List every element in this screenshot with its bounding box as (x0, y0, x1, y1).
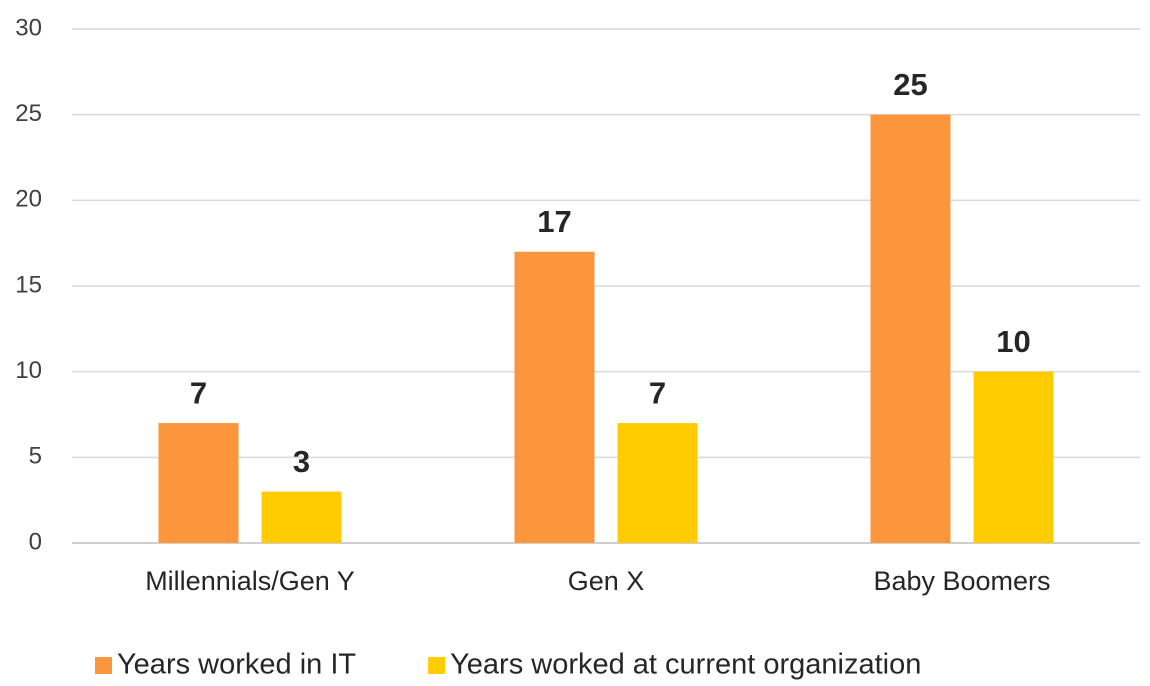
bar (158, 423, 239, 543)
data-label: 7 (190, 375, 207, 410)
y-tick-label: 25 (15, 100, 42, 127)
y-tick-label: 30 (15, 14, 42, 41)
x-tick-label: Baby Boomers (873, 566, 1050, 596)
x-tick-label: Millennials/Gen Y (145, 566, 355, 596)
data-label: 17 (537, 204, 571, 239)
data-label: 25 (893, 67, 927, 102)
legend-swatch (428, 657, 446, 674)
bar (514, 251, 595, 543)
bar (870, 114, 951, 544)
y-tick-label: 10 (15, 357, 42, 384)
data-label: 10 (996, 324, 1030, 359)
legend-swatch (95, 657, 112, 674)
bar (617, 423, 698, 543)
x-tick-label: Gen X (568, 566, 645, 596)
data-label: 7 (649, 375, 666, 410)
data-label: 3 (293, 444, 310, 479)
y-tick-label: 0 (29, 528, 42, 555)
y-tick-label: 5 (29, 443, 42, 470)
bar (261, 491, 342, 543)
legend-label: Years worked in IT (117, 649, 356, 681)
y-tick-label: 15 (15, 271, 42, 298)
y-tick-label: 20 (15, 186, 42, 213)
legend-label: Years worked at current organization (450, 649, 921, 681)
bar (973, 371, 1054, 543)
